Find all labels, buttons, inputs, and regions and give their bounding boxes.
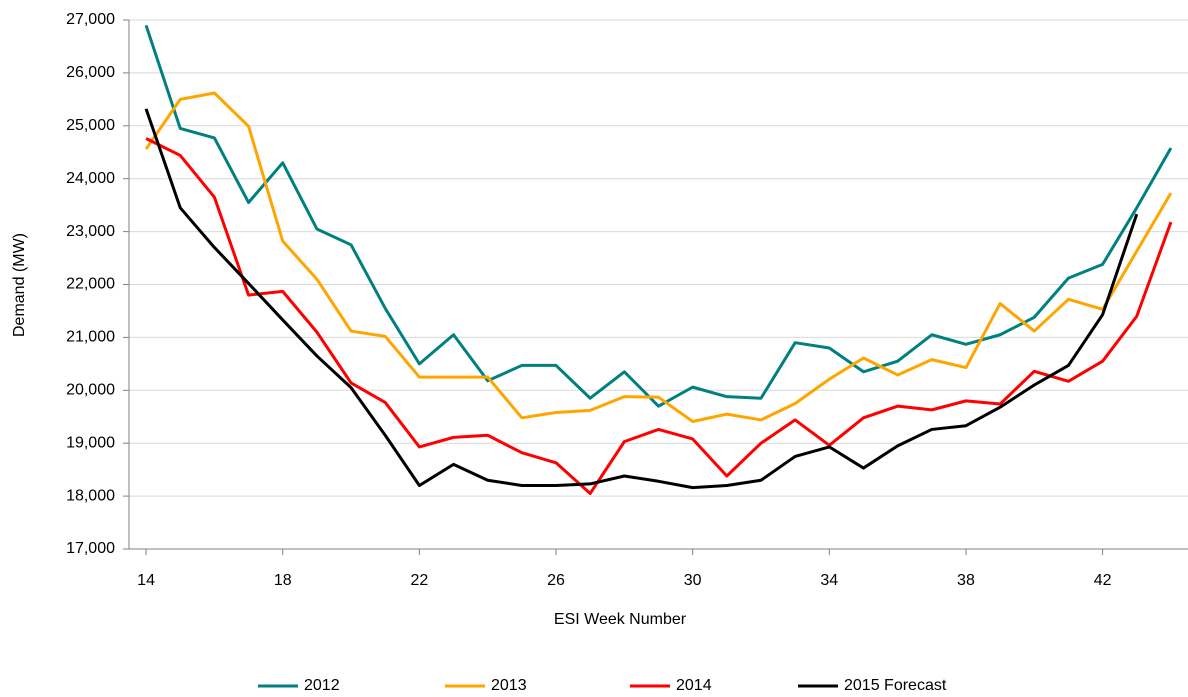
x-tick-label: 38	[957, 572, 975, 589]
y-tick-label: 21,000	[66, 329, 115, 346]
legend-label: 2014	[676, 677, 712, 694]
y-tick-label: 20,000	[66, 382, 115, 399]
y-tick-label: 18,000	[66, 487, 115, 504]
x-tick-label: 22	[410, 572, 428, 589]
y-tick-label: 25,000	[66, 117, 115, 134]
series-line	[144, 108, 1139, 490]
y-tick-label: 24,000	[66, 170, 115, 187]
x-tick-label: 42	[1094, 572, 1112, 589]
y-tick-label: 19,000	[66, 434, 115, 451]
y-tick-label: 23,000	[66, 223, 115, 240]
x-tick-label: 14	[137, 572, 155, 589]
y-tick-label: 27,000	[66, 11, 115, 28]
x-axis-label: ESI Week Number	[554, 611, 687, 628]
y-tick-label: 22,000	[66, 276, 115, 293]
y-axis-label: Demand (MW)	[11, 233, 28, 337]
series-line	[145, 137, 1173, 495]
y-tick-label: 17,000	[66, 540, 115, 557]
x-tick-label: 34	[820, 572, 838, 589]
x-tick-label: 26	[547, 572, 565, 589]
legend-label: 2012	[304, 677, 340, 694]
x-tick-label: 18	[274, 572, 292, 589]
x-tick-label: 30	[684, 572, 702, 589]
legend-label: 2015 Forecast	[844, 677, 947, 694]
y-tick-label: 26,000	[66, 64, 115, 81]
series-line	[144, 91, 1173, 424]
legend-label: 2013	[491, 677, 527, 694]
series-line	[144, 24, 1173, 408]
